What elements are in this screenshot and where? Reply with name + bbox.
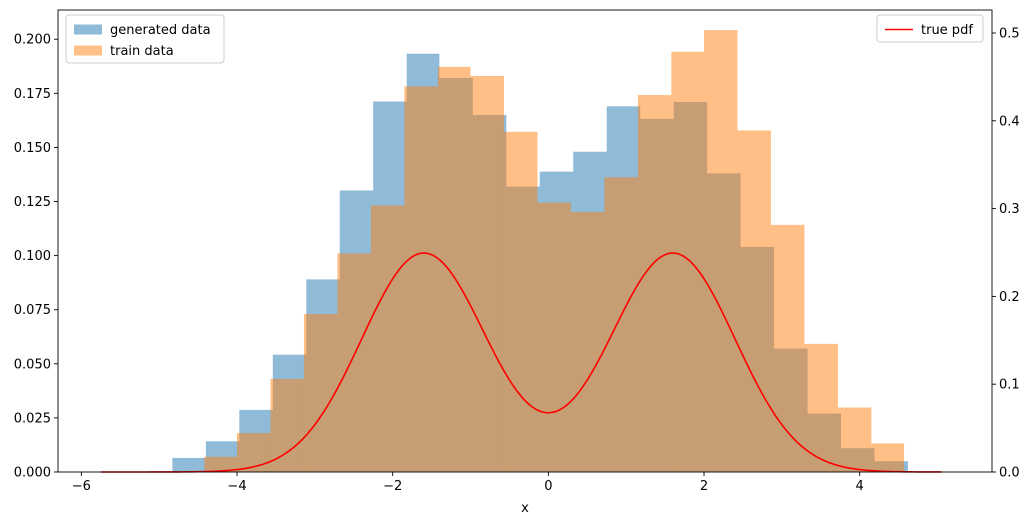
- train-data-bar: [837, 407, 872, 472]
- y-right-tick-label: 0.0: [999, 466, 1020, 481]
- train-data-bar: [537, 202, 571, 472]
- train-data-bar: [204, 456, 238, 472]
- train-data-bar: [604, 177, 638, 472]
- x-tick-label: −2: [383, 479, 402, 494]
- plot-frame: [57, 9, 993, 473]
- y-left-tick-label: 0.200: [14, 33, 51, 48]
- y-left-tick-label: 0.050: [14, 357, 51, 372]
- y-left-tick-label: 0.150: [14, 141, 51, 156]
- y-right-tick-label: 0.2: [999, 290, 1020, 305]
- y-left-tick-label: 0.075: [14, 303, 51, 318]
- train-data-bar: [770, 224, 805, 472]
- y-right-tick-label: 0.1: [999, 378, 1020, 393]
- y-left-tick-label: 0.000: [14, 466, 51, 481]
- generated-data-legend-label: generated data: [110, 23, 211, 38]
- axes-layer: [57, 9, 993, 473]
- train-data-legend-label: train data: [110, 44, 174, 59]
- train-data-bar: [671, 51, 705, 472]
- generated-data-legend-swatch: [74, 24, 102, 35]
- y-left-tick-label: 0.025: [14, 411, 51, 426]
- train-data-bar: [637, 95, 672, 472]
- train-data-bar: [237, 433, 271, 472]
- train-data-bar: [804, 343, 838, 472]
- train-data-legend-swatch: [74, 45, 102, 56]
- x-tick-label: 2: [700, 479, 708, 494]
- bars-layer: [172, 30, 908, 473]
- curve-layer: [100, 252, 942, 473]
- train-data-bar: [337, 253, 371, 472]
- y-right-tick-label: 0.4: [999, 114, 1020, 129]
- train-data-bar: [303, 314, 338, 472]
- x-tick-label: 4: [856, 479, 864, 494]
- x-tick-label: −6: [72, 479, 91, 494]
- train-data-bar: [704, 30, 738, 473]
- train-data-bar: [370, 205, 405, 472]
- train-data-bar: [570, 211, 605, 472]
- y-right-tick-label: 0.3: [999, 202, 1020, 217]
- train-data-bar: [470, 76, 504, 472]
- true-pdf-legend-label: true pdf: [921, 23, 973, 38]
- y-right-tick-label: 0.5: [999, 27, 1020, 42]
- x-axis-label: x: [521, 501, 529, 516]
- x-tick-label: −4: [227, 479, 246, 494]
- train-data-bar: [437, 66, 471, 472]
- train-data-bar: [737, 130, 771, 472]
- true-pdf-line: [100, 252, 942, 473]
- ticks-layer: −6 −4 −2 0 2 4 0.000 0.025 0.050 0.075 0.100 0.125 0…: [14, 27, 1020, 494]
- train-data-bar: [871, 443, 905, 472]
- y-left-tick-label: 0.125: [14, 195, 51, 210]
- legend-box: [65, 14, 225, 64]
- legend-box: [876, 14, 984, 43]
- train-data-bar: [503, 131, 538, 472]
- legend-pdf: true pdf: [876, 14, 984, 43]
- train-data-bar: [404, 86, 438, 472]
- y-left-tick-label: 0.175: [14, 87, 51, 102]
- train-data-bar: [270, 378, 304, 472]
- generated-data-bar: [172, 457, 206, 472]
- y-left-tick-label: 0.100: [14, 249, 51, 264]
- legend-histograms: generated data train data: [65, 14, 225, 64]
- x-tick-label: 0: [544, 479, 552, 494]
